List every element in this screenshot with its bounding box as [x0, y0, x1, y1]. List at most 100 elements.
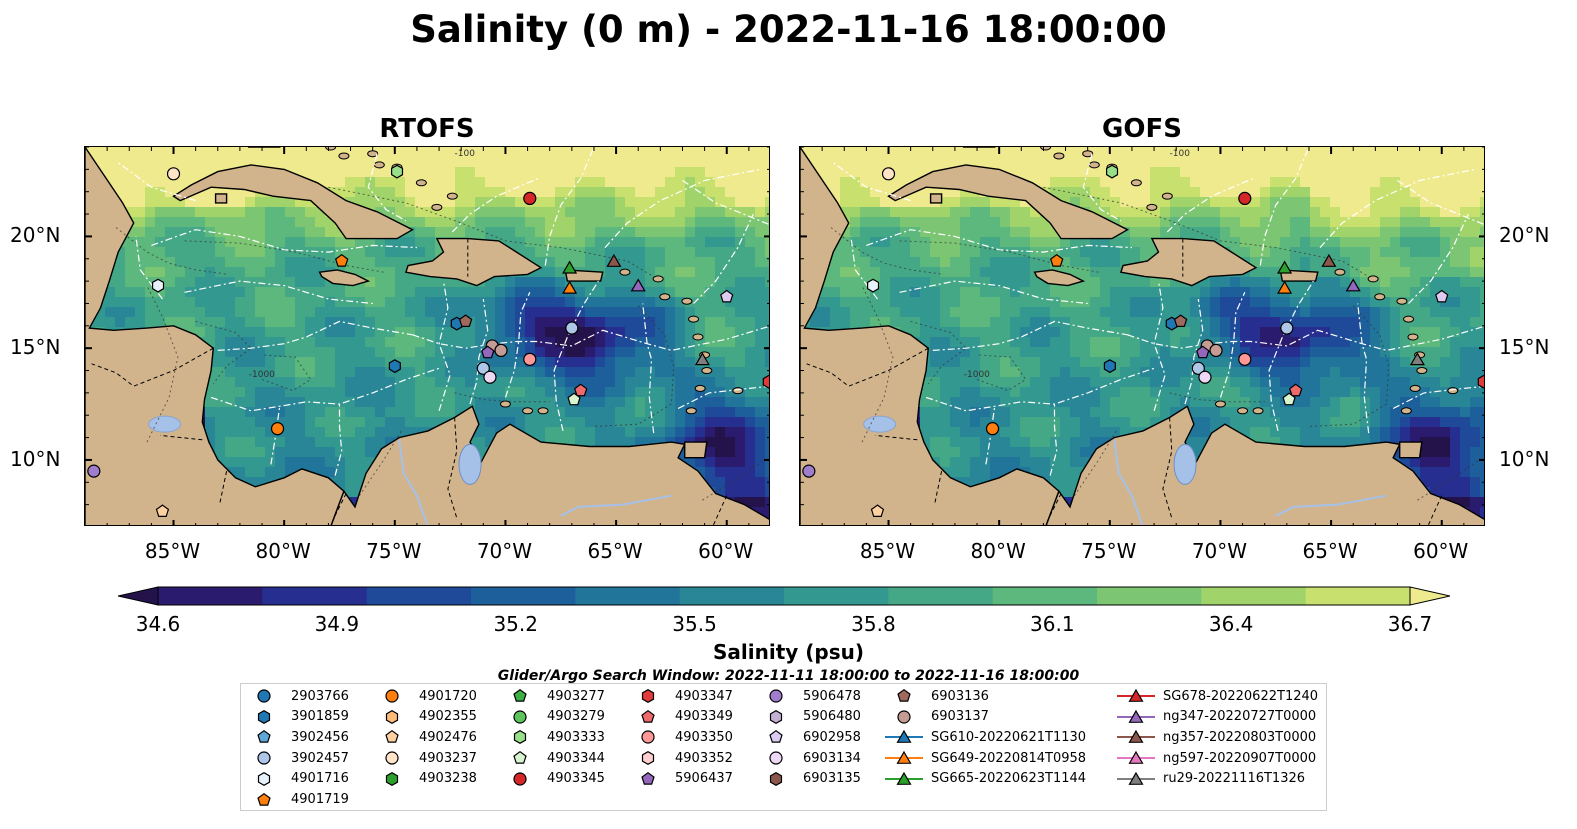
legend-marker-hexagon [641, 689, 655, 703]
legend-label: 5906478 [803, 688, 861, 704]
legend-marker-triangle [896, 750, 912, 765]
colorbar-segment [366, 587, 472, 605]
legend-marker-pentagon [641, 771, 655, 785]
marker-6903134 [483, 370, 497, 384]
marker-4901716 [866, 278, 880, 293]
legend-marker-circle [897, 710, 911, 724]
colorbar-tick-label: 35.2 [493, 612, 538, 636]
marker-6903136 [1173, 314, 1188, 327]
legend-label: 4902476 [419, 729, 477, 745]
river-magdalena [1113, 439, 1144, 525]
lon-tick-label: 85°W [144, 539, 201, 563]
map-rtofs[interactable]: -100 -1000 [84, 146, 770, 526]
legend-label: 4903347 [675, 688, 733, 704]
legend-item: ng597-20220907T0000 [1113, 748, 1316, 768]
legend-item: SG610-20220621T1130 [881, 727, 1086, 747]
colorbar-tick-label: 35.8 [851, 612, 896, 636]
marker-6903136 [458, 314, 473, 327]
legend-item: ru29-20221116T1326 [1113, 769, 1305, 789]
legend-marker-hexagon [257, 709, 271, 724]
small-islands [1040, 147, 1459, 415]
legend-label: 3902457 [291, 750, 349, 766]
marker-6903137 [494, 343, 508, 358]
legend-item: 4903347 [625, 686, 733, 706]
colorbar-segment [888, 587, 994, 605]
legend-item: 4903333 [497, 727, 605, 747]
lon-tick-label: 60°W [1413, 539, 1469, 563]
observation-markers [802, 164, 1484, 517]
legend-label: 6903135 [803, 771, 861, 787]
marker-ru29-20221116T1326 [1409, 352, 1425, 366]
legend-marker-pentagon [257, 730, 271, 744]
legend-marker-circle [385, 689, 399, 703]
marker-4903344 [1282, 392, 1296, 406]
marker-4901716 [151, 278, 165, 293]
legend-label: 6902958 [803, 729, 861, 745]
lon-tick-label: 65°W [1302, 539, 1358, 563]
contour-label-1000: -1000 [964, 370, 990, 380]
contour-label-100: -100 [455, 149, 476, 159]
legend-label: 6903136 [931, 688, 989, 704]
lake-nicaragua [863, 415, 897, 433]
legend-label: 4902355 [419, 709, 477, 725]
lon-tick-label: 85°W [859, 539, 916, 563]
legend-label: 4901716 [291, 771, 349, 787]
marker-4903347 [1477, 374, 1484, 389]
legend-marker-circle [769, 689, 783, 703]
marker-SG649-20220814T0958 [562, 280, 578, 294]
colorbar-segment [784, 587, 889, 605]
marker-4901720 [270, 422, 285, 436]
legend-marker-circle [257, 689, 271, 703]
colorbar-tick-label: 35.5 [672, 612, 717, 636]
marker-5906478 [802, 464, 816, 478]
lake-nicaragua [148, 415, 182, 433]
legend-label: ru29-20221116T1326 [1163, 771, 1306, 787]
legend-marker-hexagon [513, 730, 527, 745]
colorbar-segment [1097, 587, 1202, 605]
legend-marker-circle [513, 710, 527, 724]
legend-label: 4903279 [547, 709, 605, 725]
legend-marker-triangle [1128, 709, 1144, 723]
marker-5906437 [481, 345, 495, 359]
legend-item: 4903238 [369, 769, 477, 789]
marker-3901859 [1103, 359, 1116, 374]
lake-maracaibo [458, 443, 482, 485]
marker-5906478 [87, 464, 101, 478]
legend-item: 4903352 [625, 748, 733, 768]
legend-marker-triangle [1128, 771, 1144, 785]
map-gofs[interactable]: -100 -1000 [799, 146, 1485, 526]
legend-item: 4903349 [625, 707, 733, 727]
marker-4901720 [985, 422, 1000, 436]
marker-6902958 [1435, 289, 1449, 303]
land-cuba [887, 164, 1129, 240]
legend-label: 4903237 [419, 750, 477, 766]
marker-4903349 [1288, 383, 1303, 397]
colorbar-segment [471, 587, 576, 605]
legend-marker-hexagon [385, 771, 399, 786]
panel-title-rtofs: RTOFS [379, 114, 475, 144]
legend-item: SG665-20220623T1144 [881, 769, 1086, 789]
country-borders [91, 238, 728, 525]
marker-4903333 [391, 164, 404, 179]
marker-4902476 [870, 504, 885, 517]
legend-label: 3902456 [291, 729, 349, 745]
legend-item: 4903279 [497, 707, 605, 727]
lon-tick-label: 75°W [366, 539, 422, 563]
colorbar-tick-label: 34.9 [314, 612, 360, 636]
bathymetry-contours [830, 186, 1480, 501]
land-yucatan-central-america [800, 147, 1060, 525]
search-window-text: Glider/Argo Search Window: 2022-11-11 18… [497, 668, 1080, 684]
land-yucatan-central-america [85, 147, 345, 525]
legend-marker-circle [769, 751, 783, 765]
colorbar-segment [1305, 587, 1411, 605]
legend-item: 4903345 [497, 769, 605, 789]
legend-item: SG649-20220814T0958 [881, 748, 1086, 768]
lat-tick-label: 10°N [1499, 446, 1550, 471]
legend-item: 6903134 [753, 748, 861, 768]
legend-item: 4903350 [625, 727, 733, 747]
legend-marker-circle [385, 751, 399, 765]
land-hispaniola [404, 237, 543, 287]
legend-marker-pentagon [513, 688, 527, 702]
marker-ng357-20220803T0000 [606, 253, 622, 267]
land-jamaica [1033, 269, 1086, 287]
